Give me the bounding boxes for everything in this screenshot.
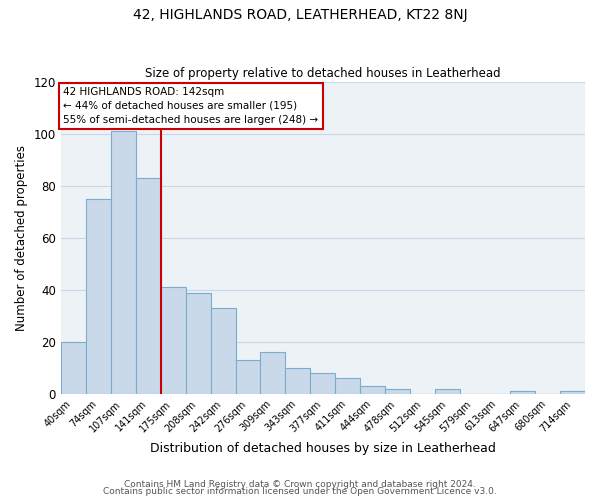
- Y-axis label: Number of detached properties: Number of detached properties: [15, 145, 28, 331]
- Bar: [136, 178, 161, 394]
- Bar: [385, 388, 410, 394]
- Bar: [61, 342, 86, 394]
- Text: Contains HM Land Registry data © Crown copyright and database right 2024.: Contains HM Land Registry data © Crown c…: [124, 480, 476, 489]
- Bar: [211, 308, 236, 394]
- Text: Contains public sector information licensed under the Open Government Licence v3: Contains public sector information licen…: [103, 487, 497, 496]
- Bar: [111, 132, 136, 394]
- Bar: [86, 199, 111, 394]
- Bar: [435, 388, 460, 394]
- Text: 42, HIGHLANDS ROAD, LEATHERHEAD, KT22 8NJ: 42, HIGHLANDS ROAD, LEATHERHEAD, KT22 8N…: [133, 8, 467, 22]
- Bar: [335, 378, 361, 394]
- Bar: [185, 292, 211, 394]
- Bar: [560, 392, 585, 394]
- Bar: [510, 392, 535, 394]
- Bar: [236, 360, 260, 394]
- Bar: [260, 352, 286, 394]
- Text: 42 HIGHLANDS ROAD: 142sqm
← 44% of detached houses are smaller (195)
55% of semi: 42 HIGHLANDS ROAD: 142sqm ← 44% of detac…: [64, 86, 319, 124]
- Bar: [161, 288, 185, 394]
- Bar: [286, 368, 310, 394]
- Title: Size of property relative to detached houses in Leatherhead: Size of property relative to detached ho…: [145, 66, 501, 80]
- X-axis label: Distribution of detached houses by size in Leatherhead: Distribution of detached houses by size …: [150, 442, 496, 455]
- Bar: [310, 373, 335, 394]
- Bar: [361, 386, 385, 394]
